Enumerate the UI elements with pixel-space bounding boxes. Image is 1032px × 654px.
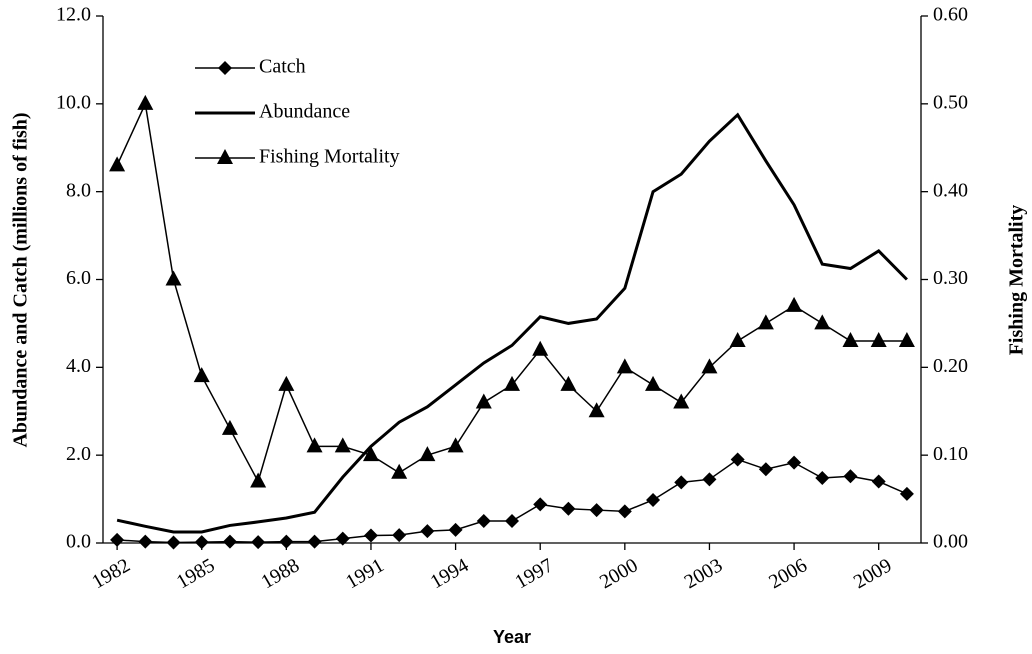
data-point — [588, 402, 605, 418]
data-point — [193, 367, 210, 383]
data-point — [701, 358, 718, 374]
x-tick-label: 1994 — [427, 554, 473, 593]
data-point — [505, 514, 519, 529]
data-point — [533, 497, 548, 512]
x-tick-label: 1991 — [342, 554, 388, 593]
data-point — [674, 475, 689, 490]
series-line — [117, 458, 908, 544]
x-tick-label: 1982 — [88, 554, 134, 593]
y-tick-label: 8.0 — [66, 179, 91, 201]
data-point — [250, 472, 267, 488]
data-point — [362, 446, 379, 462]
y2-tick-label: 0.50 — [933, 91, 968, 113]
data-point — [645, 375, 662, 391]
x-tick-label: 1997 — [511, 554, 557, 593]
y2-tick-label: 0.00 — [933, 531, 968, 553]
data-point — [363, 528, 378, 543]
data-point — [871, 474, 886, 489]
data-point — [109, 156, 126, 172]
data-point — [616, 358, 633, 374]
y-tick-label: 4.0 — [66, 355, 91, 377]
data-point — [504, 375, 520, 391]
data-point — [447, 437, 464, 453]
data-point — [815, 471, 830, 486]
data-point — [561, 501, 576, 516]
data-point — [391, 463, 408, 479]
data-point — [476, 514, 491, 529]
x-tick-label: 2006 — [765, 554, 811, 593]
y2-tick-label: 0.10 — [933, 443, 968, 465]
series-line — [116, 101, 907, 484]
data-point — [137, 94, 154, 110]
data-point — [307, 534, 322, 549]
data-point — [475, 393, 492, 409]
legend-label: Catch — [259, 56, 306, 78]
data-point — [448, 522, 463, 537]
data-point — [278, 375, 295, 391]
data-point — [165, 270, 182, 286]
data-point — [334, 437, 351, 453]
x-tick-label: 2000 — [596, 554, 642, 593]
y2-tick-label: 0.60 — [933, 4, 968, 26]
data-point — [221, 419, 238, 435]
y2-tick-label: 0.20 — [933, 355, 968, 377]
legend-label: Abundance — [259, 101, 350, 123]
series-line — [116, 112, 908, 534]
data-point — [251, 535, 266, 550]
y-axis-label: Abundance and Catch (millions of fish) — [10, 112, 32, 447]
data-point — [110, 532, 125, 547]
data-point — [222, 534, 237, 549]
x-tick-label: 2009 — [850, 554, 896, 593]
x-tick-label: 1985 — [173, 554, 219, 593]
legend-label: Fishing Mortality — [259, 146, 400, 168]
data-point — [842, 331, 859, 347]
data-point — [729, 331, 746, 347]
data-point — [392, 528, 407, 543]
data-point — [617, 504, 632, 519]
y2-tick-label: 0.40 — [933, 179, 968, 201]
y-tick-label: 0.0 — [66, 531, 91, 553]
x-tick-label: 1988 — [258, 554, 304, 593]
data-point — [843, 469, 858, 484]
data-point — [419, 446, 436, 462]
data-point — [279, 534, 294, 549]
data-point — [787, 455, 802, 470]
data-point — [335, 531, 350, 546]
y-tick-label: 12.0 — [56, 4, 91, 26]
data-point — [702, 472, 717, 487]
data-point — [786, 296, 803, 312]
data-point — [589, 503, 604, 518]
data-point — [730, 452, 745, 467]
data-point — [532, 340, 549, 356]
data-point — [166, 535, 181, 550]
data-point — [194, 535, 209, 550]
x-tick-label: 2003 — [681, 554, 727, 593]
y-tick-label: 6.0 — [66, 267, 91, 289]
data-point — [560, 375, 577, 391]
data-point — [870, 331, 887, 347]
x-axis-label: Year — [493, 627, 531, 647]
y-tick-label: 10.0 — [56, 91, 91, 113]
data-point — [420, 524, 435, 539]
y-tick-label: 2.0 — [66, 443, 91, 465]
data-point — [758, 462, 773, 477]
data-point — [646, 492, 661, 507]
legend-marker — [218, 61, 232, 75]
legend-marker — [217, 149, 233, 164]
data-point — [899, 486, 914, 501]
data-point — [138, 534, 153, 549]
data-point — [306, 437, 323, 453]
data-point — [814, 314, 831, 330]
data-point — [898, 331, 915, 347]
y2-axis-label: Fishing Mortality — [1006, 205, 1028, 356]
data-point — [673, 393, 690, 409]
y2-tick-label: 0.30 — [933, 267, 968, 289]
data-point — [757, 314, 774, 330]
